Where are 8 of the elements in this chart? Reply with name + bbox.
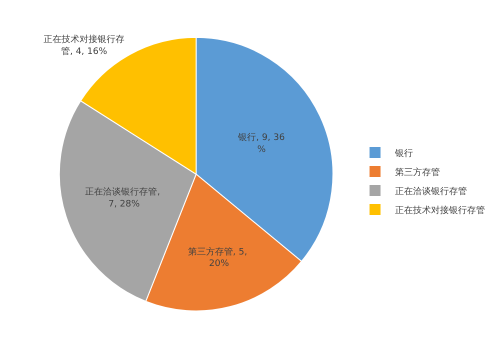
data-label: 正在洽谈银行存管, 7, 28% bbox=[85, 186, 160, 210]
legend-label: 第三方存管 bbox=[395, 167, 440, 178]
legend-label: 银行 bbox=[394, 148, 414, 160]
legend-label: 正在技术对接银行存管 bbox=[395, 205, 486, 216]
legend-label: 正在洽谈银行存管 bbox=[395, 186, 468, 198]
data-label: 正在技术对接银行存管, 4, 16% bbox=[44, 34, 125, 57]
data-label: 银行, 9, 36% bbox=[237, 132, 286, 155]
data-label: 第三方存管, 5, 20% bbox=[188, 246, 248, 269]
